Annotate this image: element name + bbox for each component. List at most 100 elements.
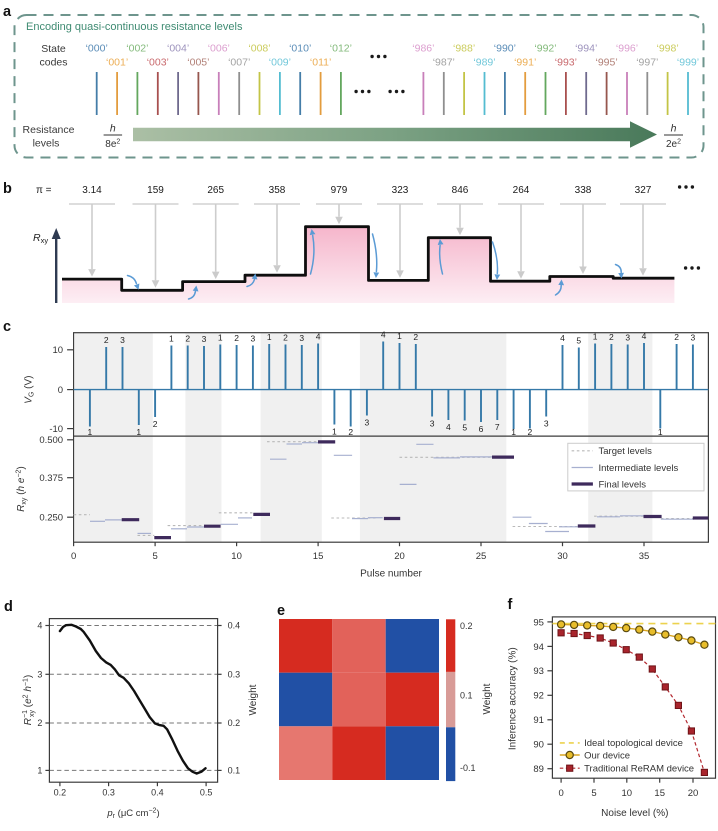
svg-text:0.375: 0.375 bbox=[39, 473, 63, 484]
svg-text:R−1xy (e2 h−1): R−1xy (e2 h−1) bbox=[22, 675, 36, 725]
svg-text:4: 4 bbox=[316, 332, 321, 342]
svg-text:0: 0 bbox=[558, 788, 563, 799]
svg-text:3: 3 bbox=[251, 334, 256, 344]
svg-text:93: 93 bbox=[533, 666, 544, 677]
svg-text:‘009’: ‘009’ bbox=[269, 57, 291, 69]
svg-text:‘992’: ‘992’ bbox=[534, 43, 556, 55]
svg-text:15: 15 bbox=[654, 788, 665, 799]
svg-text:‘008’: ‘008’ bbox=[248, 43, 270, 55]
svg-text:Traditional ReRAM device: Traditional ReRAM device bbox=[584, 764, 694, 775]
svg-text:10: 10 bbox=[53, 345, 64, 356]
svg-text:VG (V): VG (V) bbox=[24, 375, 36, 403]
svg-text:10: 10 bbox=[622, 788, 633, 799]
svg-text:20: 20 bbox=[688, 788, 699, 799]
svg-text:c: c bbox=[3, 319, 11, 335]
svg-text:‘998’: ‘998’ bbox=[657, 43, 679, 55]
svg-text:‘996’: ‘996’ bbox=[616, 43, 638, 55]
svg-text:4: 4 bbox=[446, 422, 451, 432]
svg-text:1: 1 bbox=[397, 331, 402, 341]
svg-text:‘987’: ‘987’ bbox=[433, 57, 455, 69]
svg-text:0.3: 0.3 bbox=[102, 788, 115, 798]
svg-text:89: 89 bbox=[533, 764, 544, 775]
svg-text:0.4: 0.4 bbox=[151, 788, 164, 798]
svg-text:0.1: 0.1 bbox=[460, 691, 473, 701]
svg-text:‘999’: ‘999’ bbox=[677, 57, 699, 69]
svg-text:‘006’: ‘006’ bbox=[208, 43, 230, 55]
svg-text:f: f bbox=[508, 597, 513, 613]
svg-text:a: a bbox=[3, 4, 12, 20]
svg-text:3: 3 bbox=[299, 333, 304, 343]
svg-text:‘000’: ‘000’ bbox=[86, 43, 108, 55]
svg-text:3: 3 bbox=[37, 670, 42, 680]
svg-text:338: 338 bbox=[575, 185, 592, 196]
svg-text:159: 159 bbox=[147, 185, 164, 196]
svg-text:4: 4 bbox=[381, 330, 386, 340]
svg-text:Resistance: Resistance bbox=[23, 124, 75, 136]
svg-text:‘001’: ‘001’ bbox=[106, 57, 128, 69]
svg-text:Pulse number: Pulse number bbox=[360, 569, 422, 580]
svg-text:1: 1 bbox=[169, 334, 174, 344]
svg-text:2: 2 bbox=[153, 419, 158, 429]
svg-text:0.5: 0.5 bbox=[200, 788, 213, 798]
svg-text:94: 94 bbox=[533, 642, 544, 653]
svg-text:‘997’: ‘997’ bbox=[636, 57, 658, 69]
svg-text:Encoding quasi-continuous resi: Encoding quasi-continuous resistance lev… bbox=[26, 21, 243, 33]
svg-text:d: d bbox=[4, 599, 13, 615]
svg-text:4: 4 bbox=[37, 621, 42, 631]
svg-text:‘005’: ‘005’ bbox=[187, 57, 209, 69]
svg-text:codes: codes bbox=[39, 57, 67, 69]
svg-text:1: 1 bbox=[658, 427, 663, 437]
svg-text:‘002’: ‘002’ bbox=[126, 43, 148, 55]
svg-text:π =: π = bbox=[36, 185, 52, 196]
svg-text:Weight: Weight bbox=[248, 684, 259, 715]
svg-text:3: 3 bbox=[365, 418, 370, 428]
svg-text:25: 25 bbox=[476, 551, 487, 562]
svg-text:‘994’: ‘994’ bbox=[575, 43, 597, 55]
svg-text:‘011’: ‘011’ bbox=[310, 57, 331, 69]
svg-text:91: 91 bbox=[533, 715, 544, 726]
svg-text:0.3: 0.3 bbox=[228, 670, 241, 680]
svg-text:2e2: 2e2 bbox=[666, 139, 681, 151]
svg-text:‘007’: ‘007’ bbox=[228, 57, 250, 69]
svg-text:846: 846 bbox=[452, 185, 469, 196]
svg-text:Noise level (%): Noise level (%) bbox=[601, 808, 668, 819]
svg-text:5: 5 bbox=[591, 788, 596, 799]
svg-text:h: h bbox=[671, 123, 677, 135]
svg-text:0.2: 0.2 bbox=[54, 788, 67, 798]
svg-text:‘989’: ‘989’ bbox=[473, 57, 495, 69]
svg-text:0: 0 bbox=[71, 551, 76, 562]
svg-text:1: 1 bbox=[332, 427, 337, 437]
svg-text:0.250: 0.250 bbox=[39, 513, 63, 524]
svg-text:15: 15 bbox=[313, 551, 324, 562]
svg-text:2: 2 bbox=[674, 332, 679, 342]
svg-text:‘010’: ‘010’ bbox=[289, 43, 311, 55]
svg-text:0.4: 0.4 bbox=[228, 621, 241, 631]
svg-text:327: 327 bbox=[635, 185, 652, 196]
svg-text:1: 1 bbox=[136, 427, 141, 437]
svg-text:90: 90 bbox=[533, 740, 544, 751]
svg-text:8e2: 8e2 bbox=[105, 139, 120, 151]
svg-text:0.2: 0.2 bbox=[460, 621, 473, 631]
svg-text:Target levels: Target levels bbox=[599, 446, 653, 457]
svg-text:2: 2 bbox=[185, 334, 190, 344]
svg-text:Rxy (h e−2): Rxy (h e−2) bbox=[16, 466, 29, 512]
svg-text:e: e bbox=[277, 603, 285, 619]
svg-text:5: 5 bbox=[152, 551, 157, 562]
svg-text:Final levels: Final levels bbox=[599, 479, 647, 490]
svg-text:2: 2 bbox=[234, 333, 239, 343]
svg-text:30: 30 bbox=[557, 551, 568, 562]
svg-text:‘986’: ‘986’ bbox=[412, 43, 434, 55]
svg-text:0.1: 0.1 bbox=[228, 766, 241, 776]
svg-text:2: 2 bbox=[348, 427, 353, 437]
svg-text:2: 2 bbox=[283, 333, 288, 343]
svg-text:2: 2 bbox=[37, 718, 42, 728]
svg-text:358: 358 bbox=[269, 185, 286, 196]
svg-text:2: 2 bbox=[413, 332, 418, 342]
svg-text:State: State bbox=[41, 43, 66, 55]
svg-text:3: 3 bbox=[691, 333, 696, 343]
svg-text:3.14: 3.14 bbox=[82, 185, 102, 196]
svg-text:95: 95 bbox=[533, 617, 544, 628]
svg-text:Inference accuracy (%): Inference accuracy (%) bbox=[507, 647, 518, 750]
svg-text:pr (μC cm−2): pr (μC cm−2) bbox=[106, 808, 159, 821]
svg-text:‘004’: ‘004’ bbox=[167, 43, 189, 55]
